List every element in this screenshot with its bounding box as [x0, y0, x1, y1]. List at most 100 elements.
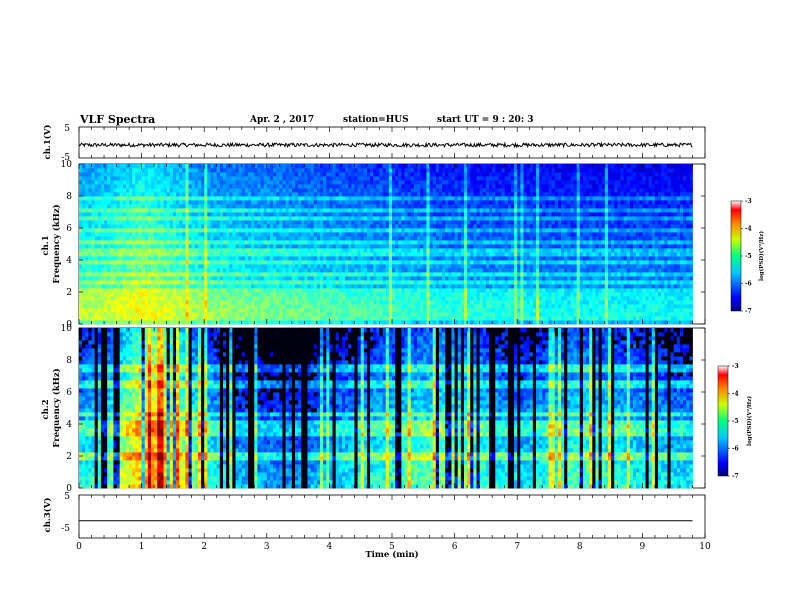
- spectrogram-cell: [438, 164, 443, 169]
- spectrogram-cell: [448, 272, 452, 277]
- spectrogram-cell: [376, 320, 380, 325]
- spectrogram-cell: [438, 244, 443, 249]
- spectrogram-cell: [172, 240, 177, 245]
- spectrogram-cell: [132, 244, 136, 249]
- spectrogram-cell: [204, 320, 208, 325]
- spectrogram-cell: [97, 164, 102, 169]
- spectrogram-cell: [194, 304, 199, 309]
- spectrogram-cell: [376, 268, 380, 273]
- spectrogram-cell: [316, 196, 321, 201]
- spectrogram-cell: [370, 192, 374, 197]
- spectrogram-cell: [291, 164, 296, 169]
- spectrogram-cell: [125, 288, 130, 293]
- spectrogram-cell: [357, 240, 362, 245]
- spectrogram-cell: [370, 200, 374, 205]
- spectrogram-cell: [163, 272, 168, 277]
- spectrogram-cell: [179, 256, 183, 261]
- spectrogram-cell: [438, 240, 443, 245]
- spectrogram-cell: [110, 308, 114, 313]
- spectrogram-cell: [251, 176, 255, 181]
- spectrogram-cell: [417, 236, 421, 241]
- spectrogram-cell: [125, 284, 130, 289]
- spectrogram-cell: [251, 220, 255, 225]
- spectrogram-cell: [401, 204, 405, 209]
- spectrogram-cell: [119, 236, 124, 241]
- spectrogram-cell: [310, 216, 315, 221]
- spectrogram-cell: [345, 196, 349, 201]
- spectrogram-cell: [194, 284, 199, 289]
- spectrogram-cell: [226, 252, 230, 257]
- spectrogram-cell: [100, 192, 105, 197]
- spectrogram-cell: [457, 304, 462, 309]
- spectrogram-cell: [373, 264, 377, 269]
- spectrogram-cell: [182, 240, 186, 245]
- spectrogram-cell: [426, 220, 430, 225]
- spectrogram-cell: [248, 256, 252, 261]
- spectrogram-cell: [432, 200, 437, 205]
- spectrogram-cell: [160, 264, 164, 269]
- spectrogram-cell: [357, 172, 362, 177]
- spectrogram-cell: [179, 192, 183, 197]
- spectrogram-cell: [100, 268, 105, 273]
- spectrogram-cell: [135, 168, 139, 173]
- spectrogram-cell: [379, 276, 384, 281]
- spectrogram-cell: [282, 180, 286, 185]
- spectrogram-cell: [97, 232, 102, 237]
- spectrogram-cell: [417, 296, 421, 301]
- spectrogram-cell: [263, 320, 268, 325]
- spectrogram-cell: [454, 200, 459, 205]
- spectrogram-cell: [254, 232, 258, 237]
- spectrogram-cell: [185, 244, 189, 249]
- spectrogram-cell: [420, 280, 424, 285]
- spectrogram-cell: [107, 296, 111, 301]
- spectrogram-cell: [316, 240, 321, 245]
- spectrogram-cell: [373, 292, 377, 297]
- spectrogram-cell: [313, 312, 318, 317]
- spectrogram-cell: [442, 240, 446, 245]
- spectrogram-cell: [232, 276, 236, 281]
- spectrogram-cell: [207, 220, 211, 225]
- spectrogram-cell: [263, 288, 268, 293]
- spectrogram-cell: [279, 212, 283, 217]
- spectrogram-cell: [429, 244, 434, 249]
- spectrogram-cell: [313, 260, 318, 265]
- spectrogram-cell: [107, 220, 111, 225]
- spectrogram-cell: [370, 284, 374, 289]
- spectrogram-cell: [232, 312, 236, 317]
- spectrogram-cell: [398, 292, 402, 297]
- spectrogram-cell: [398, 228, 402, 233]
- spectrogram-cell: [323, 252, 327, 257]
- spectrogram-cell: [370, 168, 374, 173]
- spectrogram-cell: [445, 212, 449, 217]
- spectrogram-cell: [379, 284, 384, 289]
- spectrogram-cell: [244, 220, 249, 225]
- spectrogram-cell: [332, 276, 337, 281]
- spectrogram-cell: [363, 256, 368, 261]
- spectrogram-cell: [157, 184, 161, 189]
- spectrogram-cell: [210, 240, 214, 245]
- spectrogram-cell: [335, 248, 340, 253]
- spectrogram-cell: [113, 168, 117, 173]
- spectrogram-cell: [379, 264, 384, 269]
- spectrogram-cell: [204, 188, 208, 193]
- spectrogram-cell: [426, 292, 430, 297]
- spectrogram-cell: [185, 216, 189, 221]
- spectrogram-cell: [110, 276, 114, 281]
- spectrogram-cell: [157, 264, 161, 269]
- spectrogram-cell: [144, 276, 149, 281]
- spectrogram-cell: [172, 232, 177, 237]
- spectrogram-cell: [301, 212, 305, 217]
- spectrogram-cell: [395, 320, 399, 325]
- spectrogram-cell: [445, 236, 449, 241]
- spectrogram-cell: [197, 296, 202, 301]
- spectrogram-cell: [254, 280, 258, 285]
- spectrogram-cell: [338, 308, 343, 313]
- spectrogram-cell: [232, 204, 236, 209]
- spectrogram-cell: [176, 320, 180, 325]
- spectrogram-cell: [213, 276, 218, 281]
- spectrogram-cell: [132, 272, 136, 277]
- spectrogram-cell: [457, 228, 462, 233]
- spectrogram-cell: [235, 212, 240, 217]
- spectrogram-cell: [241, 304, 246, 309]
- spectrogram-cell: [438, 272, 443, 277]
